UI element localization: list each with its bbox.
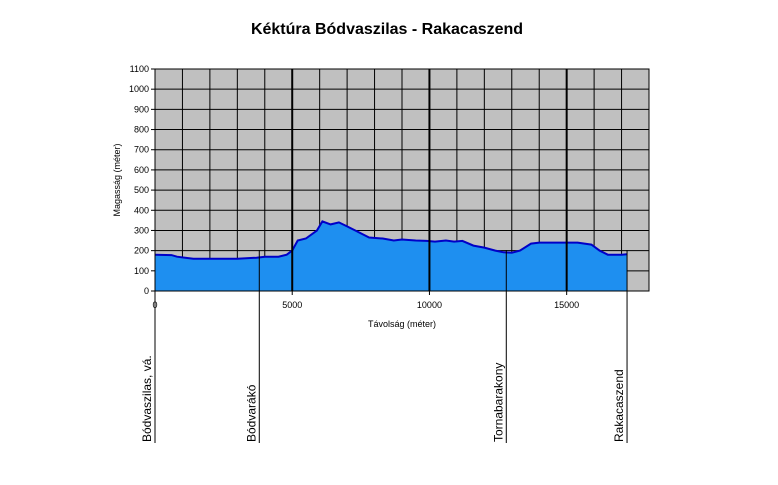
y-tick-label: 1100 bbox=[130, 64, 149, 74]
station-label: Rakacaszend bbox=[612, 369, 626, 442]
station-label: Bódvaszilas, vá. bbox=[140, 355, 154, 442]
station-markers: Bódvaszilas, vá. Bódvarákó Tornabarakony Ra… bbox=[140, 250, 628, 443]
y-tick-label: 400 bbox=[134, 205, 149, 215]
y-tick-label: 900 bbox=[134, 104, 149, 114]
y-tick-label: 600 bbox=[134, 165, 149, 175]
y-tick-label: 100 bbox=[134, 266, 149, 276]
elevation-line bbox=[154, 220, 628, 260]
y-tick-label: 700 bbox=[134, 145, 149, 155]
x-axis-label: Távolság (méter) bbox=[368, 319, 436, 329]
x-tick-label: 5000 bbox=[282, 300, 302, 310]
y-tick-label: 300 bbox=[134, 225, 149, 235]
major-grid bbox=[291, 69, 568, 291]
y-tick-label: 800 bbox=[134, 125, 149, 135]
y-tick-label: 1000 bbox=[129, 84, 149, 94]
station-label: Tornabarakony bbox=[491, 363, 505, 442]
y-tick-label: 200 bbox=[134, 246, 149, 256]
y-tick-label: 500 bbox=[134, 185, 149, 195]
y-axis-label: Magasság (méter) bbox=[112, 143, 122, 216]
y-tick-label: 0 bbox=[144, 286, 149, 296]
chart-title: Kéktúra Bódvaszilas - Rakacaszend bbox=[251, 21, 523, 38]
x-tick-label: 10000 bbox=[417, 300, 442, 310]
x-tick-label: 15000 bbox=[554, 300, 579, 310]
elevation-area bbox=[155, 221, 627, 291]
y-axis: 0 100 200 300 400 500 600 700 800 900 1000 1100 bbox=[129, 64, 156, 296]
station-label: Bódvarákó bbox=[244, 384, 258, 442]
